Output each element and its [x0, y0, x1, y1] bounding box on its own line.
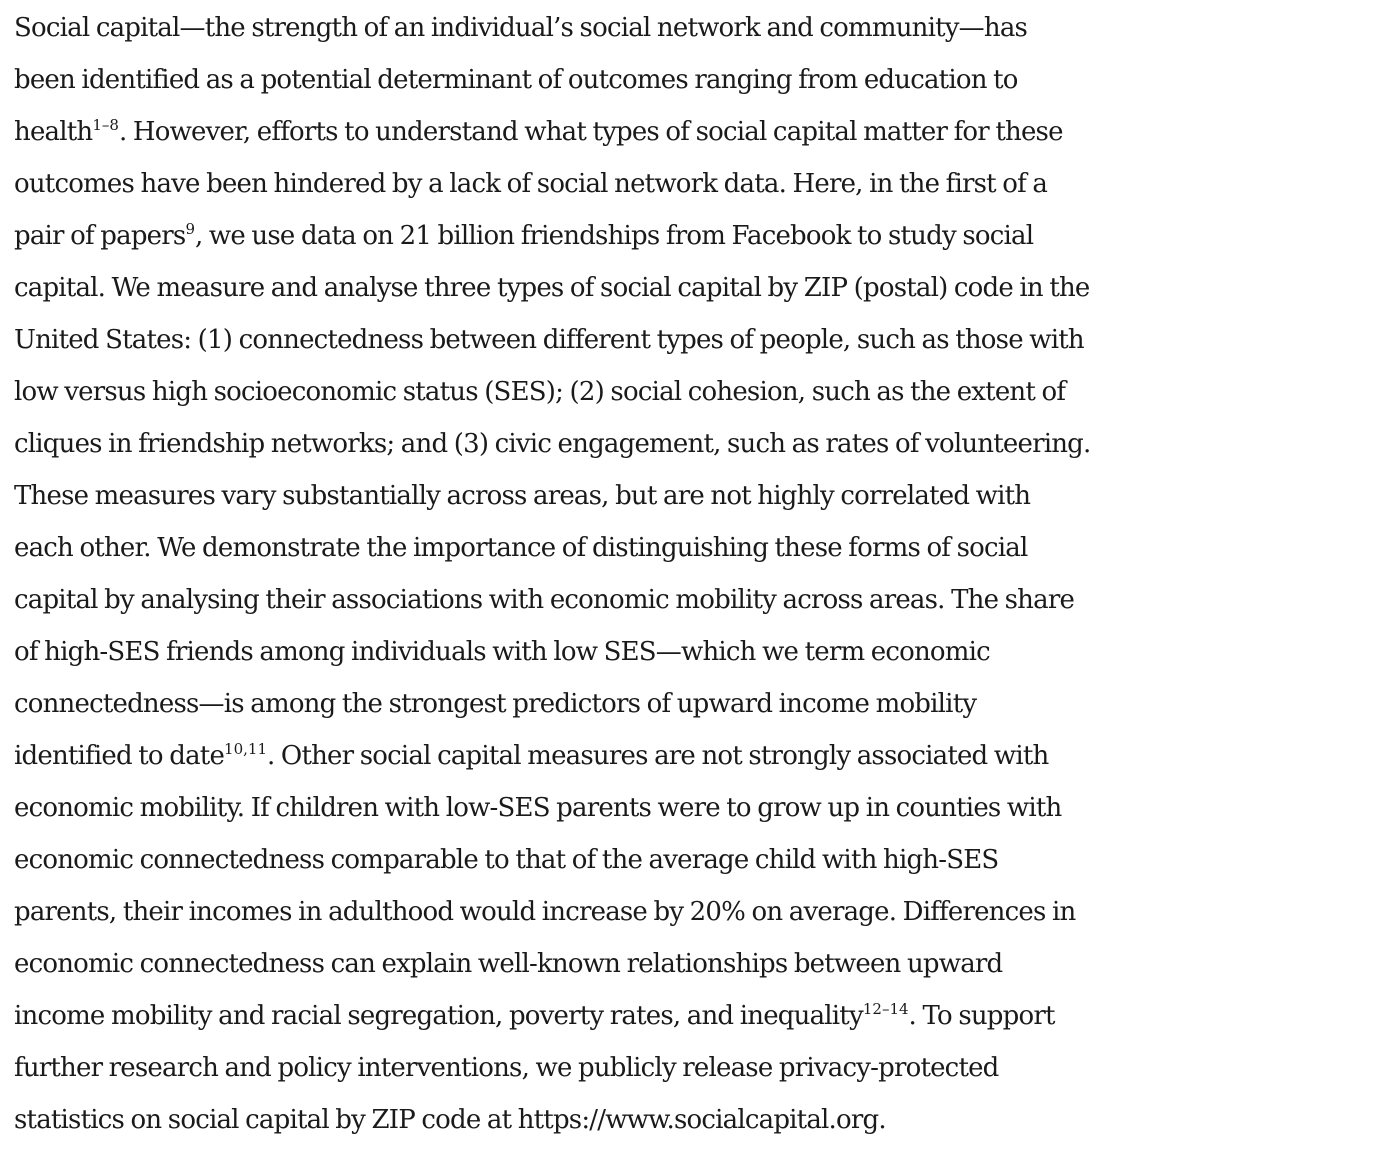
abstract-line: pair of papers9, we use data on 21 billi… [14, 210, 1383, 262]
text-segment: connectedness—is among the strongest pre… [14, 689, 977, 719]
text-segment: Social capital—the strength of an indivi… [14, 13, 1028, 43]
text-segment: low versus high socioeconomic status (SE… [14, 377, 1066, 407]
abstract-line: connectedness—is among the strongest pre… [14, 678, 1383, 730]
text-segment: cliques in friendship networks; and (3) … [14, 429, 1091, 459]
abstract-line: been identified as a potential determina… [14, 54, 1383, 106]
text-segment: each other. We demonstrate the importanc… [14, 533, 1028, 563]
abstract-line: economic mobility. If children with low-… [14, 782, 1383, 834]
abstract-line: of high-SES friends among individuals wi… [14, 626, 1383, 678]
citation-superscript: 9 [185, 220, 195, 238]
abstract-line: outcomes have been hindered by a lack of… [14, 158, 1383, 210]
abstract-line: identified to date10,11. Other social ca… [14, 730, 1383, 782]
abstract-line: cliques in friendship networks; and (3) … [14, 418, 1383, 470]
text-segment: parents, their incomes in adulthood woul… [14, 897, 1076, 927]
text-segment: income mobility and racial segregation, … [14, 1001, 864, 1031]
abstract-line: income mobility and racial segregation, … [14, 990, 1383, 1042]
text-segment: These measures vary substantially across… [14, 481, 1031, 511]
text-segment: capital by analysing their associations … [14, 585, 1075, 615]
abstract-line: health1–8. However, efforts to understan… [14, 106, 1383, 158]
citation-superscript: 10,11 [224, 740, 267, 758]
text-segment: . However, efforts to understand what ty… [118, 117, 1064, 147]
abstract-line: capital by analysing their associations … [14, 574, 1383, 626]
abstract-line: statistics on social capital by ZIP code… [14, 1094, 1383, 1146]
abstract-line: each other. We demonstrate the importanc… [14, 522, 1383, 574]
abstract-line: economic connectedness can explain well-… [14, 938, 1383, 990]
text-segment: statistics on social capital by ZIP code… [14, 1105, 887, 1135]
abstract-line: These measures vary substantially across… [14, 470, 1383, 522]
text-segment: economic connectedness can explain well-… [14, 949, 1003, 979]
text-segment: United States: (1) connectedness between… [14, 325, 1085, 355]
citation-superscript: 12–14 [862, 1000, 909, 1018]
text-segment: . To support [908, 1001, 1056, 1031]
abstract-line: low versus high socioeconomic status (SE… [14, 366, 1383, 418]
abstract-line: economic connectedness comparable to tha… [14, 834, 1383, 886]
text-segment: health [14, 117, 93, 147]
text-segment: capital. We measure and analyse three ty… [14, 273, 1090, 303]
text-segment: of high-SES friends among individuals wi… [14, 637, 991, 667]
abstract-line: parents, their incomes in adulthood woul… [14, 886, 1383, 938]
citation-superscript: 1–8 [92, 116, 119, 134]
text-segment: pair of papers [14, 221, 186, 251]
text-segment: outcomes have been hindered by a lack of… [14, 169, 1048, 199]
abstract-line: Social capital—the strength of an indivi… [14, 2, 1383, 54]
abstract-line: capital. We measure and analyse three ty… [14, 262, 1383, 314]
text-segment: economic mobility. If children with low-… [14, 793, 1062, 823]
text-segment: . Other social capital measures are not … [267, 741, 1049, 771]
text-segment: further research and policy intervention… [14, 1053, 999, 1083]
text-segment: , we use data on 21 billion friendships … [195, 221, 1034, 251]
abstract-text: Social capital—the strength of an indivi… [14, 2, 1383, 1146]
text-segment: economic connectedness comparable to tha… [14, 845, 999, 875]
text-segment: identified to date [14, 741, 225, 771]
abstract-line: further research and policy intervention… [14, 1042, 1383, 1094]
abstract-line: United States: (1) connectedness between… [14, 314, 1383, 366]
text-segment: been identified as a potential determina… [14, 65, 1018, 95]
